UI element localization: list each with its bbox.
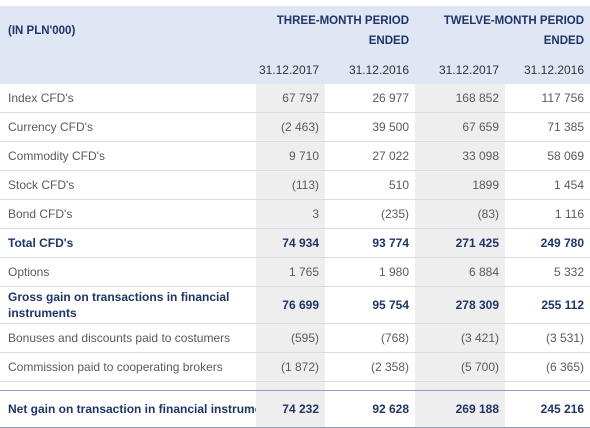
value-cell: (2 463)	[256, 112, 325, 142]
value-cell: (2 358)	[325, 352, 416, 382]
header-dates-row: 31.12.2017 31.12.2016 31.12.2017 31.12.2…	[0, 56, 590, 84]
value-cell: 255 112	[505, 286, 590, 324]
separator-cell	[505, 381, 590, 391]
row-label: Bond CFD's	[0, 199, 256, 229]
value-cell: 1 454	[505, 170, 590, 200]
value-cell: (595)	[256, 323, 325, 353]
value-cell: 1 765	[256, 257, 325, 287]
separator-cell	[415, 381, 506, 391]
value-cell: (235)	[325, 199, 416, 229]
value-cell: 74 934	[256, 228, 325, 258]
value-cell: 5 332	[505, 257, 590, 287]
value-cell: 95 754	[325, 286, 416, 324]
value-cell: 67 797	[256, 84, 325, 113]
value-cell: 27 022	[325, 141, 416, 171]
total-row: Total CFD's 74 934 93 774 271 425 249 78…	[0, 228, 590, 258]
value-cell: 58 069	[505, 141, 590, 171]
value-cell: 71 385	[505, 112, 590, 142]
unit-label: (IN PLN'000)	[0, 6, 256, 56]
value-cell: 26 977	[325, 84, 416, 113]
value-cell: (6 365)	[505, 352, 590, 382]
row-label: Commodity CFD's	[0, 141, 256, 171]
row-label: Currency CFD's	[0, 112, 256, 142]
date-header: 31.12.2016	[325, 56, 416, 84]
separator-cell	[0, 381, 256, 391]
header-periods-row: (IN PLN'000) THREE-MONTH PERIOD ENDED TW…	[0, 6, 590, 56]
value-cell: 1 980	[325, 257, 416, 287]
cfd-gains-table: (IN PLN'000) THREE-MONTH PERIOD ENDED TW…	[0, 6, 590, 428]
value-cell: (3 421)	[415, 323, 506, 353]
value-cell: 93 774	[325, 228, 416, 258]
value-cell: 92 628	[325, 390, 416, 428]
table-row: Commission paid to cooperating brokers (…	[0, 352, 590, 382]
row-label: Bonuses and discounts paid to costumers	[0, 323, 256, 353]
value-cell: (1 872)	[256, 352, 325, 382]
date-header: 31.12.2017	[256, 56, 325, 84]
row-label: Index CFD's	[0, 84, 256, 113]
value-cell: 249 780	[505, 228, 590, 258]
value-cell: 245 216	[505, 390, 590, 428]
value-cell: 1899	[415, 170, 506, 200]
separator-cell	[256, 381, 325, 391]
value-cell: (768)	[325, 323, 416, 353]
header-blank-cell	[0, 56, 256, 84]
value-cell: 269 188	[415, 390, 506, 428]
value-cell: 271 425	[415, 228, 506, 258]
table-row: Bonuses and discounts paid to costumers …	[0, 323, 590, 353]
table-row: Index CFD's 67 797 26 977 168 852 117 75…	[0, 84, 590, 113]
value-cell: 9 710	[256, 141, 325, 171]
value-cell: (83)	[415, 199, 506, 229]
row-label: Stock CFD's	[0, 170, 256, 200]
row-label: Net gain on transaction in financial ins…	[0, 390, 256, 428]
value-cell: 510	[325, 170, 416, 200]
value-cell: 117 756	[505, 84, 590, 113]
value-cell: 168 852	[415, 84, 506, 113]
twelve-month-period-header: TWELVE-MONTH PERIOD ENDED	[415, 6, 590, 56]
row-label: Total CFD's	[0, 228, 256, 258]
value-cell: 3	[256, 199, 325, 229]
subtotal-row: Gross gain on transactions in financial …	[0, 286, 590, 324]
value-cell: 278 309	[415, 286, 506, 324]
value-cell: (5 700)	[415, 352, 506, 382]
table-row: Commodity CFD's 9 710 27 022 33 098 58 0…	[0, 141, 590, 171]
date-header: 31.12.2016	[505, 56, 590, 84]
value-cell: 6 884	[415, 257, 506, 287]
date-header: 31.12.2017	[415, 56, 506, 84]
value-cell: (113)	[256, 170, 325, 200]
value-cell: 74 232	[256, 390, 325, 428]
row-label: Commission paid to cooperating brokers	[0, 352, 256, 382]
separator-row	[0, 381, 590, 391]
row-label: Gross gain on transactions in financial …	[0, 286, 256, 324]
table-row: Currency CFD's (2 463) 39 500 67 659 71 …	[0, 112, 590, 142]
value-cell: 33 098	[415, 141, 506, 171]
value-cell: (3 531)	[505, 323, 590, 353]
value-cell: 39 500	[325, 112, 416, 142]
row-label: Options	[0, 257, 256, 287]
value-cell: 67 659	[415, 112, 506, 142]
table-row: Bond CFD's 3 (235) (83) 1 116	[0, 199, 590, 229]
table-row: Options 1 765 1 980 6 884 5 332	[0, 257, 590, 287]
value-cell: 76 699	[256, 286, 325, 324]
value-cell: 1 116	[505, 199, 590, 229]
separator-cell	[325, 381, 416, 391]
three-month-period-header: THREE-MONTH PERIOD ENDED	[256, 6, 416, 56]
net-gain-row: Net gain on transaction in financial ins…	[0, 390, 590, 428]
table-row: Stock CFD's (113) 510 1899 1 454	[0, 170, 590, 200]
